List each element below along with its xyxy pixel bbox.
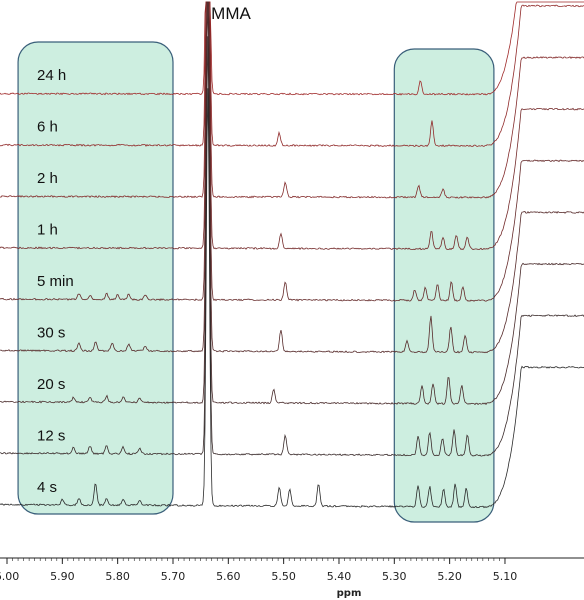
- x-tick-label: 5.20: [437, 570, 462, 583]
- spectrum-trace: [0, 88, 584, 509]
- highlight-regions: [17, 41, 495, 523]
- spectrum-trace: [0, 1, 584, 96]
- trace-label: 20 s: [37, 376, 65, 393]
- x-tick-label: 5.80: [105, 570, 130, 583]
- x-tick-label: 5.90: [50, 570, 75, 583]
- x-tick-label: 5.60: [216, 570, 241, 583]
- x-tick-label: 5.50: [271, 570, 296, 583]
- spectrum-trace: [0, 1, 584, 302]
- highlight-region-box: [17, 41, 174, 515]
- trace-label: 4 s: [37, 479, 57, 496]
- x-axis-title: ppm: [337, 588, 362, 599]
- highlight-region-box: [393, 48, 495, 523]
- x-tick-label: 5.10: [493, 570, 518, 583]
- trace-label: 2 h: [37, 170, 58, 187]
- x-tick-label: 6.00: [0, 570, 19, 583]
- x-axis: 6.00 5.90 5.80 5.70 5.60 5.50 5.40 5.30 5.20 5.10: [0, 557, 584, 583]
- trace-label: 12 s: [37, 428, 65, 445]
- spectrum-trace: [0, 36, 584, 457]
- trace-label: 6 h: [37, 119, 58, 136]
- spectrum-trace: [0, 1, 584, 199]
- mma-peak-label: MMA: [211, 4, 251, 23]
- spectrum-trace: [0, 1, 584, 147]
- x-tick-label: 5.30: [382, 570, 407, 583]
- spectra-traces: [0, 1, 584, 509]
- trace-labels: 24 h 6 h 2 h 1 h 5 min 30 s 20 s 12 s 4 s: [37, 67, 74, 496]
- trace-label: 24 h: [37, 67, 66, 84]
- trace-label: 5 min: [37, 273, 74, 290]
- spectrum-trace: [0, 1, 584, 406]
- spectrum-trace: [0, 1, 584, 251]
- trace-label: 1 h: [37, 222, 58, 239]
- x-tick-label: 5.70: [161, 570, 186, 583]
- trace-label: 30 s: [37, 325, 65, 342]
- spectrum-trace: [0, 1, 584, 354]
- x-tick-label: 5.40: [327, 570, 352, 583]
